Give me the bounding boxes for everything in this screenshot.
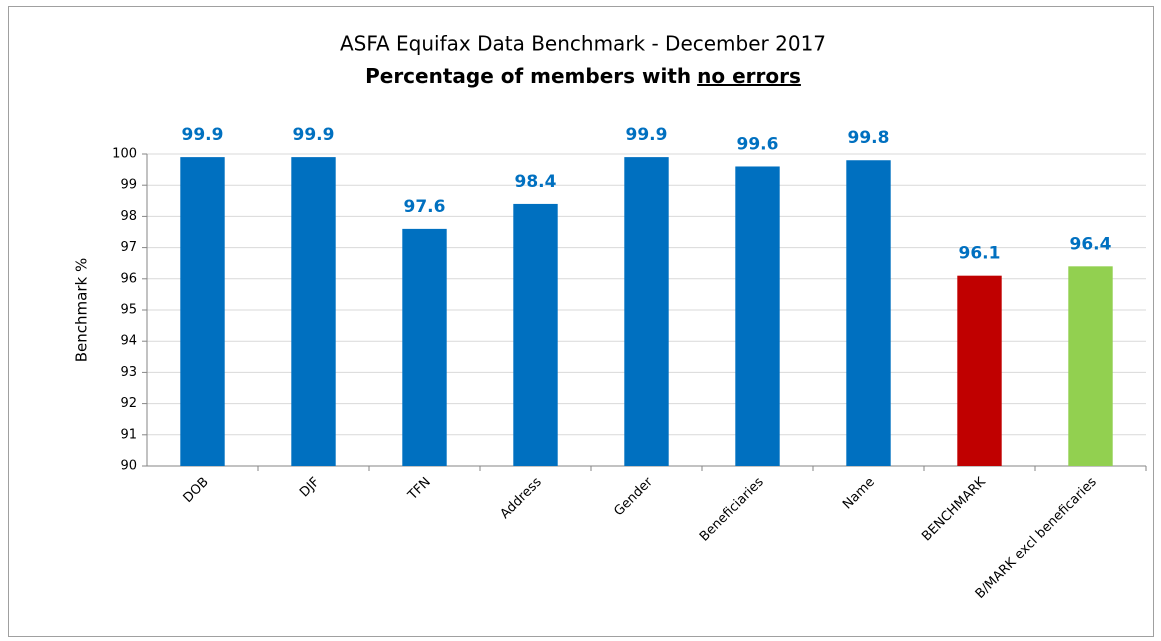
y-tick-label: 97 xyxy=(120,240,137,255)
bar xyxy=(957,275,1002,466)
bar xyxy=(1068,266,1113,466)
y-tick-label: 90 xyxy=(120,459,137,474)
y-tick-label: 99 xyxy=(120,178,137,193)
value-label: 99.9 xyxy=(182,125,224,145)
y-tick-label: 92 xyxy=(120,396,137,411)
chart-title: ASFA Equifax Data Benchmark - December 2… xyxy=(340,32,826,56)
bar xyxy=(846,160,891,467)
value-label: 99.8 xyxy=(848,128,890,148)
value-label: 96.4 xyxy=(1070,234,1112,254)
subtitle-text: Percentage of members with xyxy=(365,64,691,88)
value-label: 97.6 xyxy=(404,197,446,217)
bar xyxy=(291,157,336,466)
y-tick-label: 91 xyxy=(120,427,137,442)
value-label: 98.4 xyxy=(515,172,557,192)
y-tick-label: 95 xyxy=(120,303,137,318)
y-tick-label: 100 xyxy=(112,147,137,162)
subtitle-underlined: no errors xyxy=(697,64,801,88)
value-label: 99.9 xyxy=(626,125,668,145)
y-tick-label: 93 xyxy=(120,365,137,380)
chart-subtitle: Percentage of members with no errors xyxy=(365,64,801,88)
y-axis-label: Benchmark % xyxy=(73,258,91,362)
bar xyxy=(180,157,225,466)
bar xyxy=(402,228,447,466)
bar xyxy=(624,157,669,466)
y-tick-label: 96 xyxy=(120,271,137,286)
value-label: 99.6 xyxy=(737,134,779,154)
bar xyxy=(513,203,558,467)
value-label: 99.9 xyxy=(293,125,335,145)
y-tick-label: 94 xyxy=(120,334,137,349)
value-label: 96.1 xyxy=(959,244,1001,264)
y-tick-label: 98 xyxy=(120,209,137,224)
bar xyxy=(735,166,780,467)
